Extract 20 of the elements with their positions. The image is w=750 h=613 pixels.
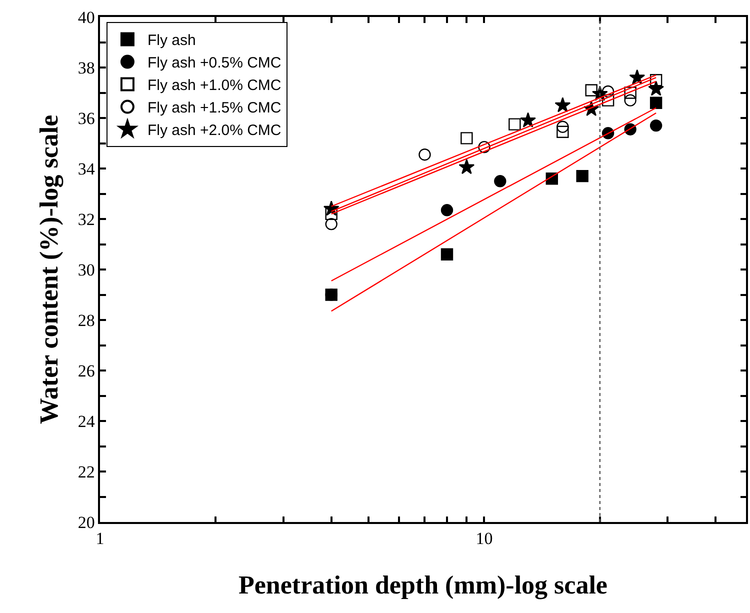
y-tick-label: 36	[78, 108, 95, 128]
y-tick-label: 34	[78, 159, 96, 178]
y-tick-label: 30	[78, 260, 95, 280]
y-tick-label: 22	[78, 462, 95, 482]
y-tick-label: 38	[78, 58, 95, 78]
y-tick-label: 26	[78, 361, 95, 380]
x-tick-label: 1	[96, 529, 104, 548]
y-tick-label: 32	[78, 210, 95, 229]
y-tick-label: 20	[78, 512, 95, 532]
legend-label: Fly ash +1.0% CMC	[147, 77, 282, 94]
legend-label: Fly ash +0.5% CMC	[147, 54, 282, 72]
y-tick-label: 24	[78, 412, 96, 431]
y-tick-label: 40	[78, 8, 95, 27]
x-axis-title: Penetration depth (mm)-log scale	[238, 570, 608, 600]
legend-label: Fly ash +2.0% CMC	[147, 122, 282, 140]
x-tick-label: 10	[476, 529, 493, 548]
y-tick-label: 28	[78, 310, 95, 330]
legend-label: Fly ash +1.5% CMC	[147, 100, 282, 117]
legend-label: Fly ash	[147, 32, 196, 50]
y-axis-title: Water content (%)-log scale	[34, 114, 64, 424]
